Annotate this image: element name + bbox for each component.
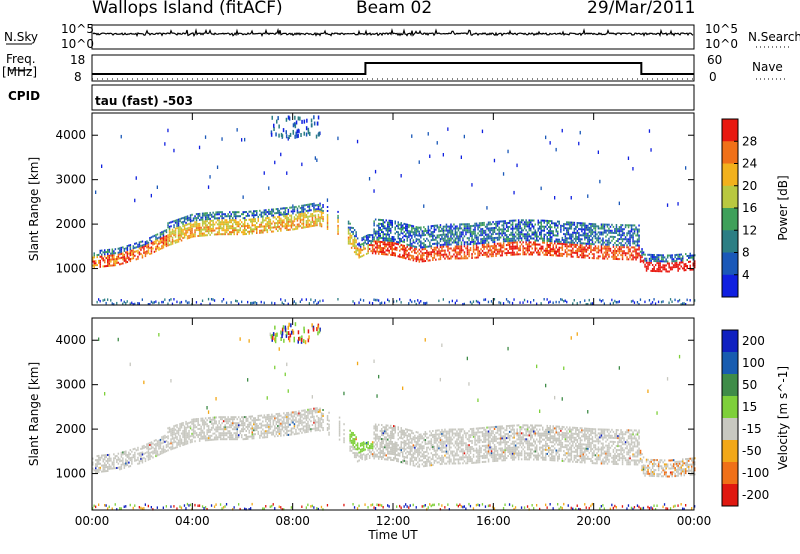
x-axis-label: Time UT — [367, 528, 418, 542]
velocity-colorbar-tick-2: 50 — [742, 378, 757, 392]
power-colorbar-segment — [722, 252, 738, 276]
velocity-colorbar-segment — [722, 440, 738, 463]
velocity-y-tick-label-1000: 1000 — [55, 467, 86, 481]
power-colorbar-tick-4: 4 — [742, 268, 750, 282]
freq-unit: [MHz] — [2, 65, 38, 79]
x-tick-label-6: 00:00 — [677, 514, 712, 528]
x-tick-label-4: 16:00 — [476, 514, 511, 528]
x-tick-label-0: 00:00 — [75, 514, 110, 528]
nsky-tick-top: 10^5 — [61, 22, 94, 36]
nave-label: Nave — [752, 60, 783, 74]
nave-tick-bottom: 0 — [709, 70, 717, 84]
velocity-colorbar-tick-4: -15 — [742, 422, 762, 436]
velocity-panel — [91, 317, 696, 511]
velocity-colorbar-tick-5: -50 — [742, 444, 762, 458]
freq-tick-top: 18 — [70, 53, 86, 67]
velocity-colorbar — [721, 329, 739, 507]
nsearch-tick-bottom: 10^0 — [705, 37, 738, 51]
velocity-y-axis-label: Slant Range [km] — [27, 362, 41, 466]
velocity-colorbar-segment — [722, 484, 738, 507]
freq-label: Freq. — [6, 52, 36, 66]
power-colorbar-segment — [722, 208, 738, 231]
velocity-colorbar-label: Velocity [m s^-1] — [776, 366, 790, 470]
freq-tick-bottom: 8 — [74, 70, 82, 84]
velocity-y-tick-label-3000: 3000 — [55, 378, 86, 392]
velocity-panel-frame — [91, 317, 695, 511]
x-tick-label-3: 12:00 — [376, 514, 411, 528]
nsky-label: N.Sky — [4, 30, 39, 44]
power-panel-frame — [91, 112, 695, 306]
power-colorbar-label: Power [dB] — [776, 175, 790, 240]
power-colorbar-tick-16: 16 — [742, 201, 757, 215]
velocity-colorbar-tick-6: -100 — [742, 466, 769, 480]
top-panels — [6, 24, 790, 111]
velocity-colorbar-segment — [722, 462, 738, 485]
velocity-colorbar-tick-7: -200 — [742, 488, 769, 502]
velocity-colorbar-segment — [722, 418, 738, 441]
power-colorbar-segment — [722, 230, 738, 253]
power-y-tick-label-3000: 3000 — [55, 173, 86, 187]
velocity-colorbar-segment — [722, 374, 738, 397]
power-heatmap-cells — [92, 115, 696, 306]
cpid-panel-frame — [91, 84, 695, 111]
velocity-colorbar-frame — [721, 329, 739, 507]
nsearch-tick-top: 10^5 — [705, 22, 738, 36]
date-title: 29/Mar/2011 — [587, 0, 696, 18]
velocity-heatmap-cells — [92, 322, 696, 511]
station-title: Wallops Island (fitACF) — [92, 0, 283, 18]
power-colorbar-tick-8: 8 — [742, 246, 750, 260]
nsky-tick-bottom: 10^0 — [61, 37, 94, 51]
velocity-colorbar-segment — [722, 396, 738, 419]
power-y-tick-label-4000: 4000 — [55, 128, 86, 142]
freq-trace — [92, 62, 694, 75]
velocity-y-tick-label-2000: 2000 — [55, 422, 86, 436]
power-y-tick-label-2000: 2000 — [55, 217, 86, 231]
velocity-colorbar-tick-3: 15 — [742, 400, 757, 414]
nave-tick-top: 60 — [707, 53, 723, 67]
velocity-colorbar-tick-1: 100 — [742, 356, 765, 370]
power-colorbar-segment — [722, 119, 738, 142]
nsky-trace — [92, 27, 694, 38]
nsearch-label: N.Search — [748, 30, 800, 44]
power-colorbar-segment — [722, 274, 738, 298]
power-panel — [91, 112, 696, 306]
power-y-tick-label-1000: 1000 — [55, 262, 86, 276]
cpid-label: CPID — [8, 89, 41, 103]
power-colorbar-tick-24: 24 — [742, 157, 757, 171]
power-colorbar-segment — [722, 185, 738, 209]
x-tick-label-1: 04:00 — [175, 514, 210, 528]
velocity-colorbar-tick-0: 200 — [742, 334, 765, 348]
x-tick-label-2: 08:00 — [275, 514, 310, 528]
cpid-value: tau (fast) -503 — [95, 94, 193, 108]
power-colorbar-tick-28: 28 — [742, 134, 757, 148]
power-colorbar-segment — [722, 163, 738, 187]
power-y-axis-label: Slant Range [km] — [27, 157, 41, 261]
velocity-colorbar-segment — [722, 352, 738, 375]
x-tick-label-5: 20:00 — [576, 514, 611, 528]
beam-title: Beam 02 — [356, 0, 433, 18]
velocity-colorbar-segment — [722, 330, 738, 353]
power-colorbar — [721, 118, 739, 298]
power-colorbar-segment — [722, 141, 738, 164]
power-colorbar-tick-12: 12 — [742, 223, 757, 237]
freq-panel-frame — [91, 54, 695, 82]
velocity-y-tick-label-4000: 4000 — [55, 333, 86, 347]
power-colorbar-tick-20: 20 — [742, 179, 757, 193]
nsky-panel-frame — [91, 24, 695, 50]
